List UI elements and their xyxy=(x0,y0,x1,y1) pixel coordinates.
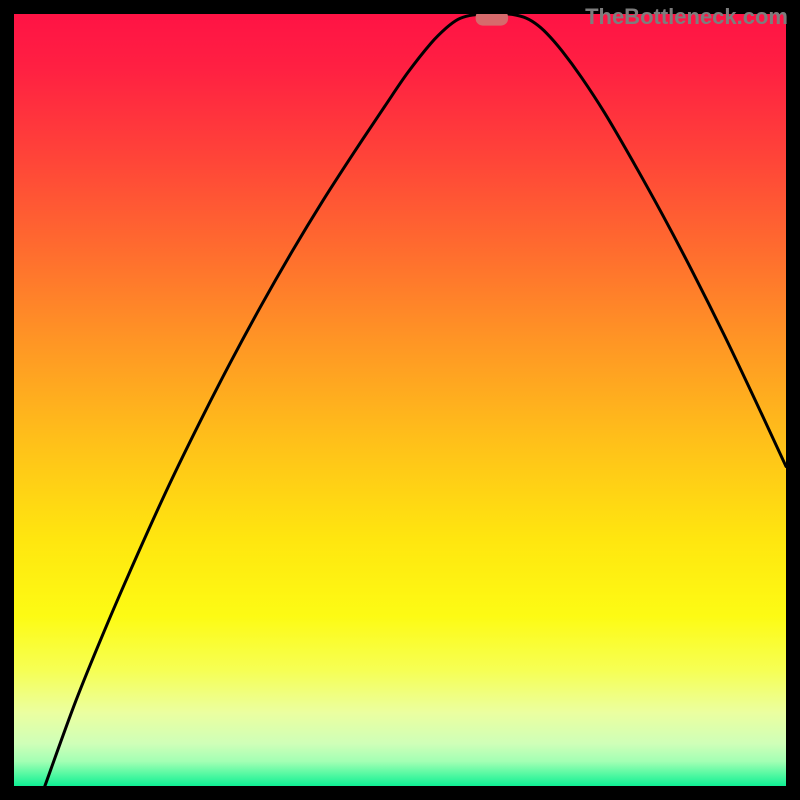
bottleneck-chart xyxy=(14,14,786,786)
chart-frame: TheBottleneck.com xyxy=(0,0,800,800)
watermark-text: TheBottleneck.com xyxy=(585,4,788,30)
chart-background xyxy=(14,14,786,786)
optimal-marker xyxy=(476,14,508,26)
